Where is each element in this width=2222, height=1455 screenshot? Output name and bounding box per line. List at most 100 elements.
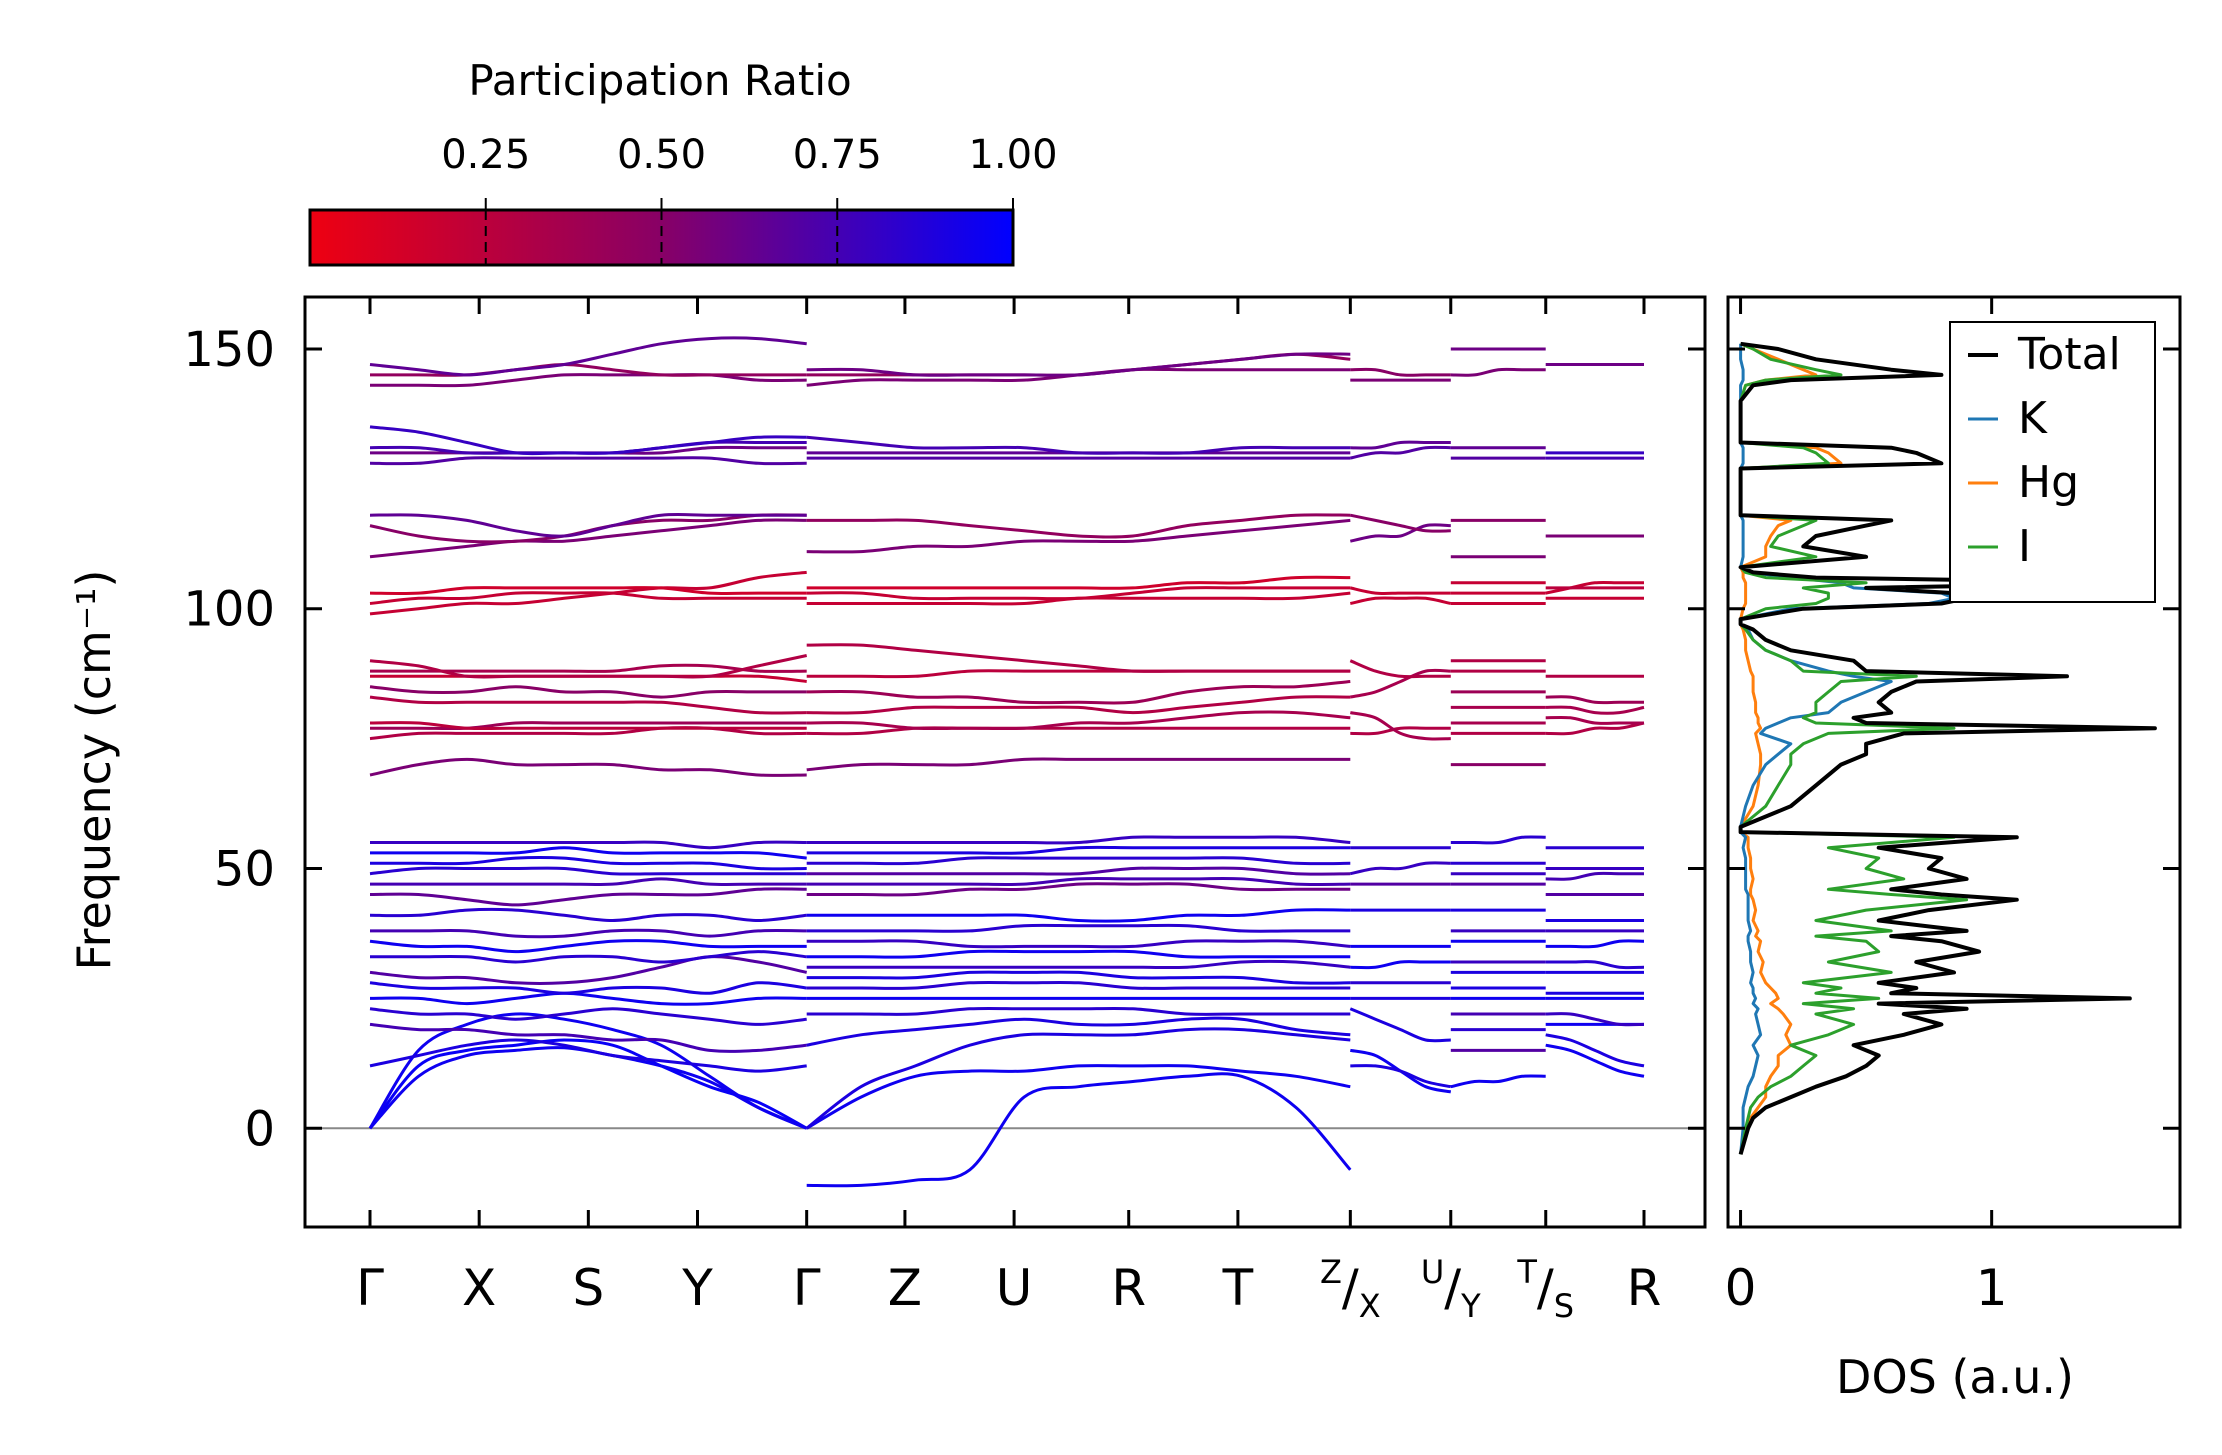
band-C-101 — [1349, 596, 1452, 605]
band-opt-B-81 — [806, 695, 1351, 715]
band-E-81 — [1545, 705, 1645, 715]
band-opt-128-A — [369, 456, 807, 466]
band-opt-B-132 — [806, 435, 1351, 455]
kpoint-label: R — [1627, 1259, 1662, 1317]
band-C-31 — [1350, 960, 1451, 970]
dos-axes-frame — [1726, 295, 2182, 1229]
y-tick-label: 0 — [244, 1101, 275, 1157]
band-D-55 — [1450, 835, 1546, 845]
band-opt-B-53 — [806, 845, 1351, 855]
band-opt-B-47 — [806, 877, 1351, 886]
band-opt-28-A — [369, 981, 807, 995]
y-tick-label: 100 — [183, 582, 275, 638]
band-low-optic-A — [369, 1038, 807, 1073]
dos-series-total — [1738, 341, 2157, 1155]
band-opt-35-A — [369, 939, 807, 954]
y-tick-label: 50 — [214, 842, 275, 898]
band-opt-B-103 — [806, 586, 1351, 601]
band-axes-frame — [303, 295, 1707, 1229]
legend-label-total: Total — [2017, 329, 2121, 380]
band-acoustic-LA-A — [368, 1012, 808, 1130]
band-opt-75-A — [369, 726, 807, 741]
x-axis-label: DOS (a.u.) — [1836, 1350, 2074, 1404]
band-opt-143-A — [370, 373, 807, 388]
colorbar-tick-label: 0.25 — [441, 132, 530, 178]
band-opt-53-A — [369, 846, 807, 860]
y-axis-label: Frequency (cm⁻¹) — [67, 570, 121, 971]
kpoint-label: T — [1222, 1259, 1254, 1317]
colorbar-tick-label: 0.75 — [793, 132, 882, 178]
band-opt-B-29 — [806, 970, 1351, 985]
band-opt-B-51 — [806, 856, 1351, 866]
band-opt-B-33 — [806, 949, 1351, 959]
band-acoustic-B-3 — [806, 1016, 1351, 1047]
kpoint-label: U/Y — [1421, 1253, 1481, 1325]
band-opt-45-A — [369, 887, 807, 907]
y-tick-label: 150 — [183, 322, 275, 378]
band-opt-B-27 — [806, 980, 1351, 990]
colorbar-label: Participation Ratio — [468, 56, 851, 105]
colorbar-tick-label: 1.00 — [968, 132, 1057, 178]
band-acoustic-B-2 — [805, 1027, 1351, 1130]
kpoint-label: T/S — [1516, 1253, 1574, 1325]
band-opt-20-A — [369, 1022, 807, 1053]
band-C-90 — [1349, 659, 1451, 679]
kpoint-label: X — [462, 1259, 496, 1317]
legend: Total K Hg I — [1949, 321, 2156, 603]
band-opt-B-76 — [806, 726, 1351, 736]
band-opt-101-A — [369, 591, 807, 605]
band-C-20 — [1349, 1007, 1451, 1043]
band-opt-110-A — [369, 518, 807, 559]
band-opt-147-A — [369, 336, 807, 377]
legend-label-hg: Hg — [2018, 457, 2079, 508]
band-imag-mode-B — [806, 1072, 1352, 1188]
kpoint-label: R — [1111, 1259, 1146, 1317]
band-C-131 — [1350, 440, 1451, 450]
band-E-35 — [1545, 939, 1645, 949]
legend-label-k: K — [2018, 393, 2048, 444]
band-opt-78-A — [369, 721, 807, 731]
band-E-48 — [1545, 871, 1644, 881]
band-opt-85-A — [369, 685, 807, 699]
band-C-104 — [1349, 586, 1451, 595]
band-C-118 — [1349, 513, 1451, 533]
band-opt-B-90 — [806, 643, 1351, 673]
kpoint-label: Γ — [793, 1259, 821, 1317]
band-D-146 — [1450, 367, 1546, 377]
band-opt-B-36 — [806, 939, 1351, 949]
band-C-83 — [1349, 668, 1451, 699]
band-E-83 — [1545, 695, 1644, 705]
band-E-32 — [1545, 960, 1645, 970]
legend-items: Total K Hg I — [1968, 329, 2121, 572]
band-D-10 — [1450, 1074, 1546, 1089]
x-axis-kpoint-ticks: Γ X S Y Γ Z U R T Z/X U/Y T/S R — [356, 297, 1661, 1325]
band-C-77 — [1350, 726, 1451, 736]
band-opt-B-49 — [806, 866, 1351, 876]
band-opt-B-78 — [806, 710, 1351, 731]
band-opt-77-A — [370, 721, 807, 731]
band-opt-B-117 — [806, 513, 1351, 539]
band-opt-25-A — [369, 991, 807, 1006]
band-opt-118-A — [369, 512, 807, 538]
band-opt-49-A — [369, 866, 807, 876]
band-opt-99-A — [369, 570, 807, 616]
band-opt-38-A — [370, 928, 807, 939]
band-opt-B-22 — [806, 1006, 1351, 1016]
band-opt-47-A — [370, 877, 807, 886]
band-C-129 — [1349, 445, 1451, 460]
colorbar-tick-label: 0.50 — [617, 132, 706, 178]
dos-lines — [1738, 341, 2157, 1155]
band-opt-145-A — [369, 362, 807, 377]
band-E-23 — [1545, 1012, 1645, 1027]
band-E-104 — [1545, 580, 1644, 595]
kpoint-label: Z/X — [1320, 1253, 1381, 1325]
dos-x-tick-label: 1 — [1976, 1259, 2008, 1317]
band-opt-68-A — [369, 757, 807, 777]
band-opt-103-A — [369, 586, 807, 595]
colorbar-ticks: 0.25 0.50 0.75 1.00 — [441, 132, 1058, 265]
band-C-146 — [1350, 367, 1451, 377]
band-opt-B-55 — [806, 835, 1351, 845]
